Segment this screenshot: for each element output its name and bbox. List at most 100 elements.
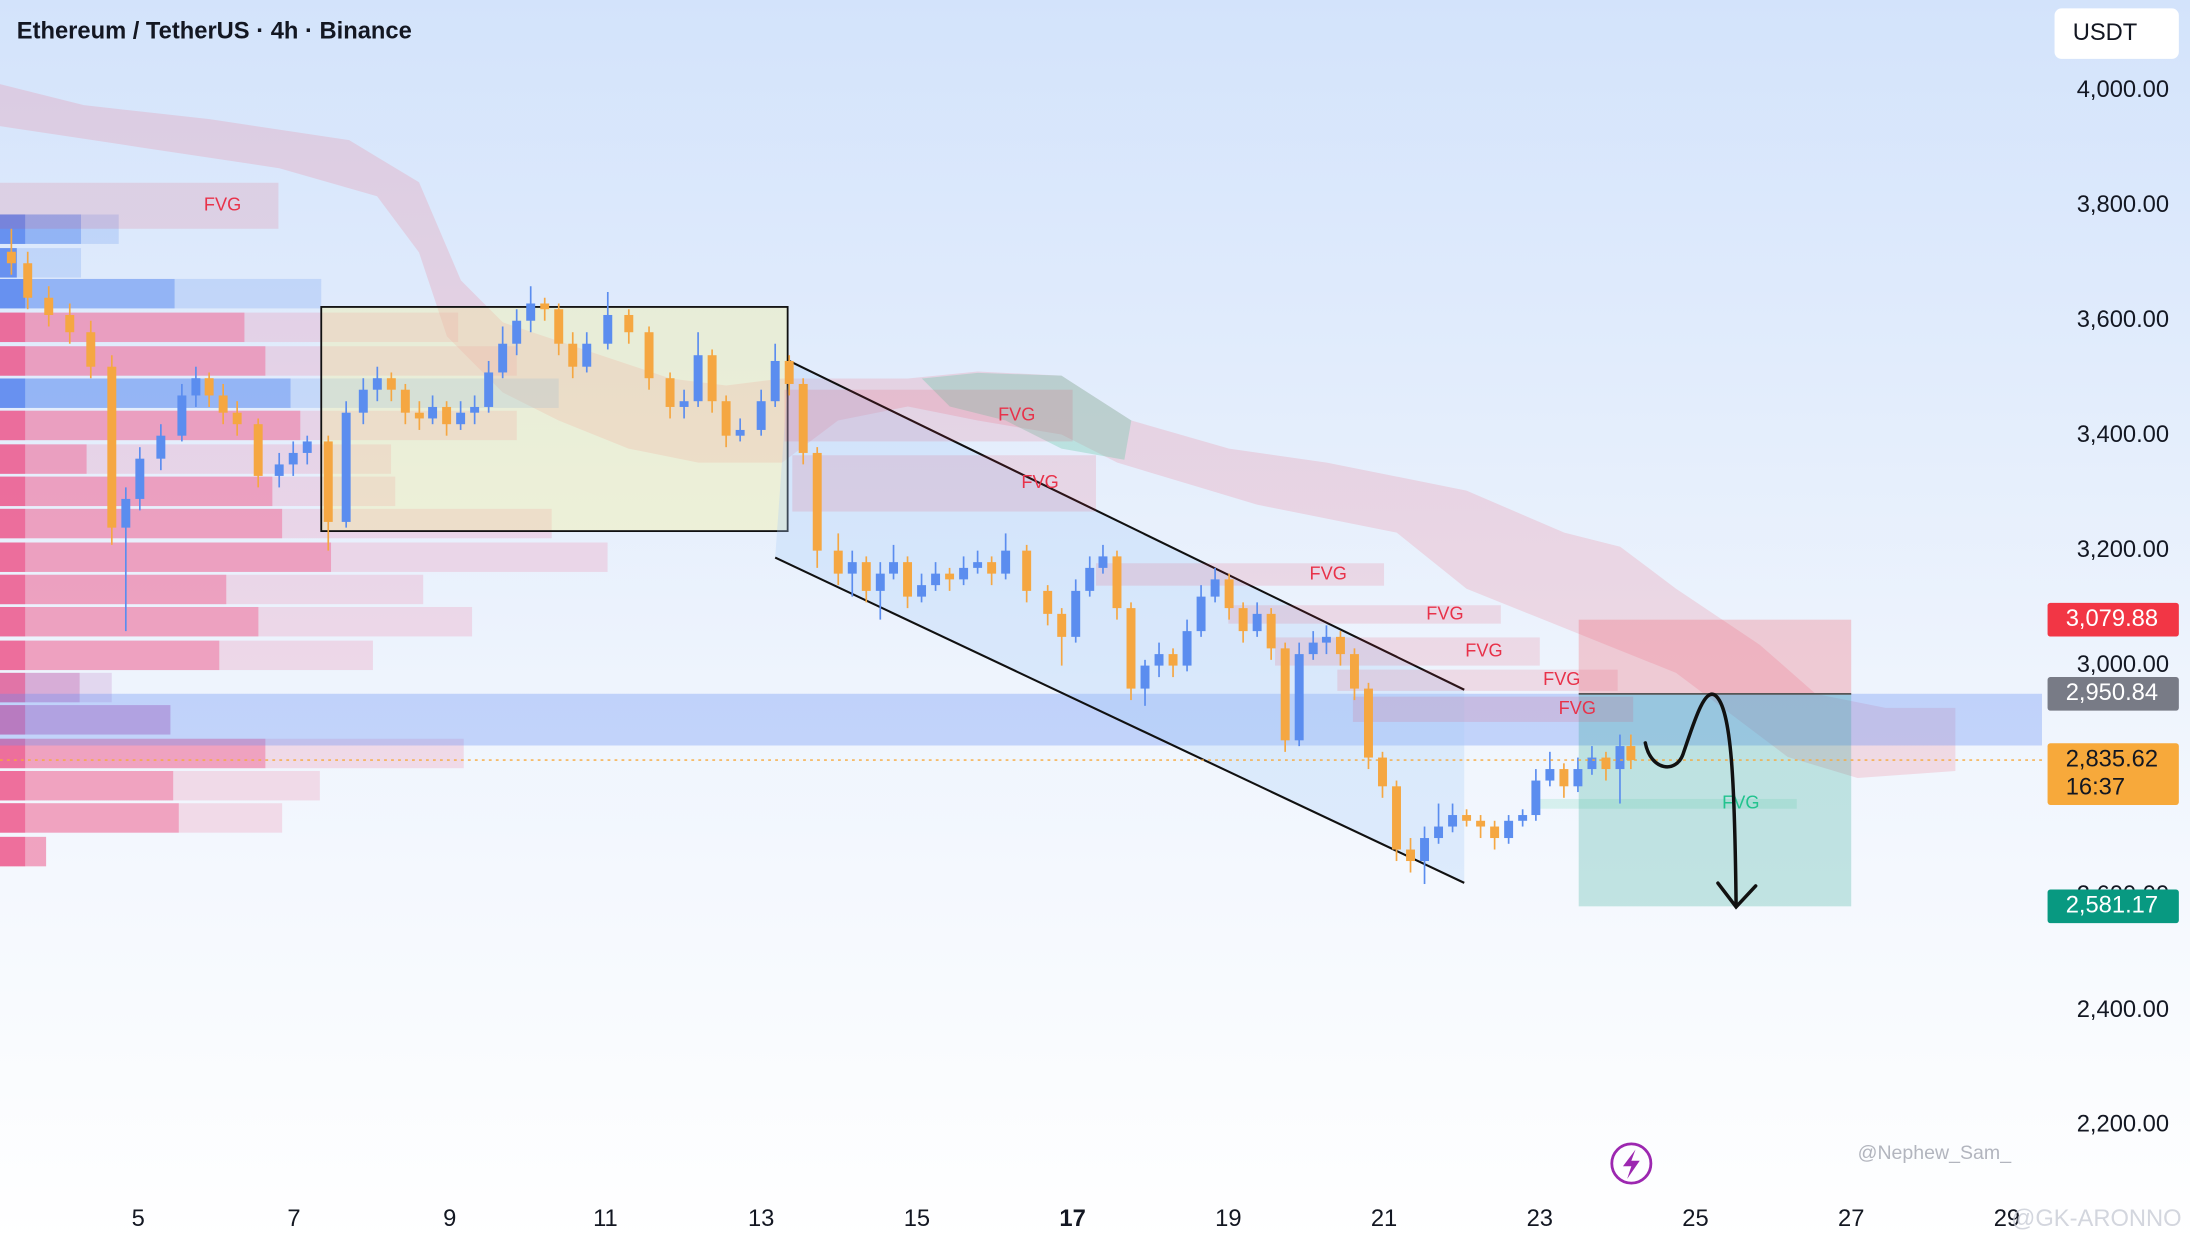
candle-body <box>23 263 33 298</box>
fvg-label: FVG <box>1722 793 1759 813</box>
channel-line <box>788 360 1465 691</box>
fvg-label: FVG <box>1543 669 1580 689</box>
y-tick-label: 3,200.00 <box>2077 536 2169 563</box>
candle-body <box>372 378 382 390</box>
fvg-zone <box>1352 696 1634 722</box>
profile-row <box>0 640 373 671</box>
candle-body <box>582 343 592 367</box>
candle-body <box>861 562 871 591</box>
profile-row <box>0 705 171 735</box>
candle-body <box>156 435 166 459</box>
candle-body <box>1140 665 1150 689</box>
candle-body <box>1587 757 1597 770</box>
candle-body <box>1378 757 1387 787</box>
candle-body <box>44 297 54 315</box>
candle-body <box>679 401 689 407</box>
candle-body <box>1043 590 1053 614</box>
candle-body <box>721 401 731 436</box>
y-tick-label: 3,800.00 <box>2077 191 2169 218</box>
candle-body <box>1462 815 1472 821</box>
chart-body: 2,200.002,400.002,600.002,800.003,000.00… <box>0 8 2182 1232</box>
candle-body <box>1559 769 1569 787</box>
x-tick-label: 7 <box>287 1205 300 1232</box>
candle-body <box>1196 596 1206 632</box>
fvg-label: FVG <box>998 404 1035 424</box>
stop-zone <box>1578 619 1852 694</box>
candle-body <box>323 441 333 522</box>
cloud <box>0 84 1956 778</box>
candle-body <box>341 412 351 522</box>
candle-body <box>1626 746 1636 761</box>
candle-body <box>889 562 898 574</box>
candle-body <box>833 550 843 574</box>
candle-body <box>288 452 298 465</box>
profile-row <box>0 378 291 408</box>
target-zone <box>1578 693 1852 907</box>
x-tick-label: 9 <box>443 1205 456 1232</box>
profile-core <box>0 542 26 572</box>
profile-core <box>0 672 26 703</box>
candle-body <box>1126 608 1136 689</box>
price-label: 2,950.84 <box>2066 679 2158 706</box>
candle-body <box>1154 654 1164 666</box>
x-tick-label: 29 <box>1994 1205 2020 1232</box>
candle-body <box>770 360 780 402</box>
y-tick-label: 3,400.00 <box>2077 421 2169 448</box>
fvg-zone <box>792 455 1096 512</box>
profile-row <box>0 770 174 801</box>
candle-body <box>1573 769 1583 787</box>
profile-row <box>0 278 322 309</box>
candle-body <box>1238 608 1248 632</box>
candle-body <box>1057 613 1067 637</box>
candle-body <box>603 314 613 344</box>
currency-box[interactable] <box>2054 8 2179 59</box>
candle-body <box>875 573 885 591</box>
candle-body <box>1168 654 1178 666</box>
y-tick-label: 2,400.00 <box>2077 996 2169 1023</box>
profile-core <box>0 378 26 408</box>
candle-body <box>1518 815 1528 821</box>
candle-body <box>1266 613 1276 649</box>
candle-body <box>1098 556 1108 568</box>
fvg-label: FVG <box>1021 472 1058 492</box>
fvg-zone <box>1337 669 1618 691</box>
profile-row <box>0 640 220 671</box>
profile-row <box>0 738 464 769</box>
profile-core <box>0 278 26 309</box>
candle-body <box>358 389 368 413</box>
watermark: @GK-ARONNO <box>2011 1205 2181 1232</box>
candle-body <box>917 585 927 597</box>
candle-body <box>1321 636 1331 643</box>
range-box <box>320 306 789 533</box>
profile-row <box>0 606 259 637</box>
candle-body <box>1434 826 1444 839</box>
candle-body <box>65 314 75 333</box>
hand-drawn-arrow <box>1643 692 1758 910</box>
price-label-box <box>2047 889 2179 924</box>
profile-core <box>0 346 26 376</box>
candle-body <box>1504 820 1514 839</box>
candle-body <box>1280 648 1290 741</box>
x-tick-label: 15 <box>904 1205 930 1232</box>
candle-body <box>568 343 578 367</box>
channel-line <box>774 556 1465 884</box>
candle-body <box>86 332 96 367</box>
candle-body <box>987 562 997 574</box>
y-tick-label: 2,200.00 <box>2077 1111 2169 1138</box>
profile-row <box>0 542 608 572</box>
candle-body <box>903 562 913 597</box>
x-tick-label: 11 <box>593 1205 618 1232</box>
candle-body <box>1335 636 1345 655</box>
profile-core <box>0 705 26 735</box>
x-tick-label: 27 <box>1838 1205 1864 1232</box>
profile-core <box>0 803 26 833</box>
candle-body <box>1364 688 1373 758</box>
candle-body <box>1448 815 1458 827</box>
candle-body <box>135 458 145 499</box>
icon-circle <box>1610 1142 1653 1185</box>
candle-body <box>218 395 228 413</box>
candle-body <box>1406 849 1415 862</box>
candle-body <box>1392 786 1401 850</box>
candle-body <box>232 412 242 425</box>
